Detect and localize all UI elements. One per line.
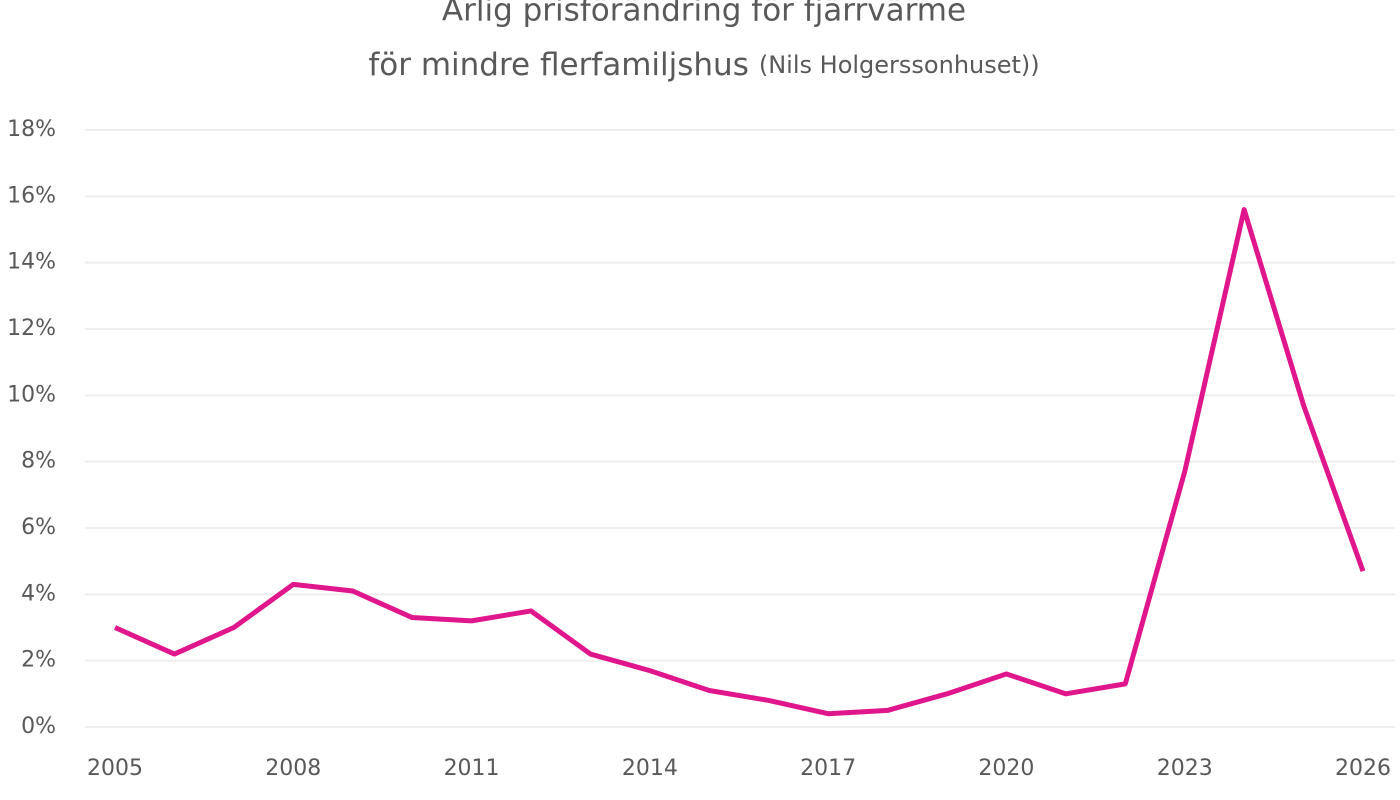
- chart-title: Årlig prisförändring för fjärrvärme: [442, 0, 966, 29]
- x-tick-label: 2020: [978, 756, 1034, 781]
- x-tick-label: 2014: [622, 756, 678, 781]
- y-tick-label: 4%: [21, 581, 56, 606]
- y-tick-label: 18%: [7, 117, 56, 142]
- y-tick-label: 0%: [21, 714, 56, 739]
- title-note: (Nils Holgerssonhuset)): [759, 51, 1040, 79]
- x-tick-label: 2023: [1157, 756, 1213, 781]
- chart-title-line: för mindre flerfamiljshus (Nils Holgersso…: [368, 47, 1039, 83]
- x-tick-label: 2005: [87, 756, 143, 781]
- line-series: [113, 207, 1366, 717]
- chart-title: för mindre flerfamiljshus: [368, 47, 749, 83]
- y-tick-label: 14%: [7, 250, 56, 275]
- x-tick-label: 2011: [444, 756, 500, 781]
- x-tick-label: 2026: [1335, 756, 1391, 781]
- y-tick-label: 2%: [21, 648, 56, 673]
- x-tick-label: 2017: [800, 756, 856, 781]
- y-tick-label: 12%: [7, 316, 56, 341]
- y-tick-label: 10%: [7, 382, 56, 407]
- y-tick-label: 6%: [21, 515, 56, 540]
- y-tick-label: 8%: [21, 449, 56, 474]
- y-tick-label: 16%: [7, 183, 56, 208]
- x-tick-label: 2008: [265, 756, 321, 781]
